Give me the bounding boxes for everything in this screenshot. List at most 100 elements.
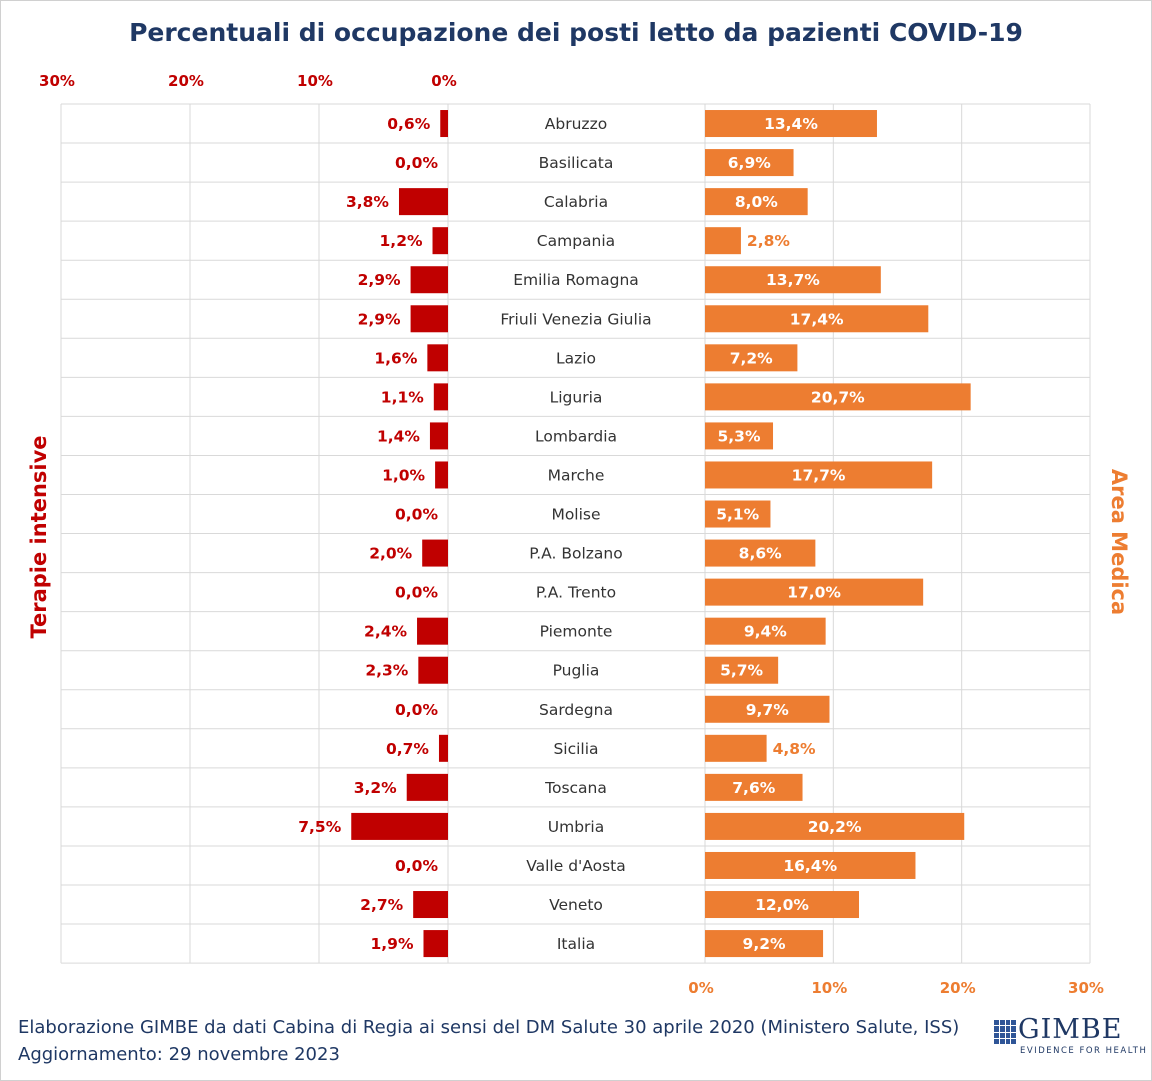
right-data-label: 9,2%: [743, 935, 786, 953]
category-label: Marche: [548, 466, 605, 484]
right-data-label: 8,0%: [735, 193, 778, 211]
right-series-name: Area Medica: [1107, 469, 1131, 615]
right-bar: [705, 305, 929, 333]
right-data-label: 20,2%: [808, 818, 862, 836]
left-data-label: 3,8%: [346, 193, 389, 211]
left-data-label: 0,0%: [395, 154, 438, 172]
left-bar: [398, 188, 448, 216]
left-bar: [427, 344, 448, 372]
left-axis-tick-label: 20%: [168, 72, 204, 90]
category-label: Italia: [557, 935, 595, 953]
left-data-label: 1,0%: [382, 466, 425, 484]
right-bar: [705, 422, 774, 450]
left-axis-tick-label: 10%: [297, 72, 333, 90]
right-bar: [705, 930, 824, 958]
right-bar: [705, 695, 830, 723]
right-bar: [705, 227, 741, 255]
category-label: Valle d'Aosta: [526, 857, 626, 875]
category-label: Friuli Venezia Giulia: [500, 310, 651, 328]
category-label: Calabria: [544, 193, 608, 211]
right-bar: [705, 188, 808, 216]
left-bar: [413, 891, 448, 919]
left-bar: [422, 539, 448, 567]
right-axis-tick-label: 30%: [1068, 979, 1104, 997]
right-data-label: 17,7%: [792, 466, 846, 484]
left-data-label: 0,7%: [386, 740, 429, 758]
category-label: Lombardia: [535, 427, 617, 445]
right-bar: [705, 891, 859, 919]
logo-tagline: EVIDENCE FOR HEALTH: [1020, 1046, 1148, 1056]
right-data-label: 12,0%: [755, 896, 809, 914]
right-axis-tick-label: 0%: [688, 979, 713, 997]
left-bar: [410, 305, 448, 333]
left-data-label: 1,2%: [380, 232, 423, 250]
right-data-label: 16,4%: [783, 857, 837, 875]
left-data-label: 1,6%: [374, 349, 417, 367]
left-bar: [438, 734, 448, 762]
right-data-label: 17,4%: [790, 310, 844, 328]
left-data-label: 0,0%: [395, 701, 438, 719]
left-bar: [351, 812, 448, 840]
left-data-label: 2,9%: [358, 310, 401, 328]
axes: 30% 20% 10% 0% 0% 10% 20% 30%: [39, 72, 1104, 997]
right-bar: [705, 656, 779, 684]
right-bar: [705, 578, 924, 606]
category-label: Lazio: [556, 349, 596, 367]
right-data-label: 13,4%: [764, 115, 818, 133]
left-data-label: 2,7%: [360, 896, 403, 914]
left-data-label: 1,4%: [377, 427, 420, 445]
category-label: Piemonte: [540, 623, 613, 641]
right-data-label: 6,9%: [728, 154, 771, 172]
right-bar: [705, 773, 803, 801]
right-bar: [705, 539, 816, 567]
chart-title: Percentuali di occupazione dei posti let…: [129, 18, 1023, 47]
category-label: Basilicata: [539, 154, 614, 172]
left-axis-tick-label: 0%: [431, 72, 456, 90]
right-data-label: 9,4%: [744, 623, 787, 641]
right-bar: [705, 149, 794, 177]
left-data-label: 2,3%: [365, 662, 408, 680]
footer-source: Elaborazione GIMBE da dati Cabina di Reg…: [18, 1017, 960, 1038]
category-label: Sardegna: [539, 701, 613, 719]
right-data-label: 5,1%: [716, 506, 759, 524]
logo-name: GIMBE: [1018, 1014, 1123, 1045]
left-data-label: 2,0%: [369, 545, 412, 563]
left-bar: [423, 930, 448, 958]
category-label: Toscana: [544, 779, 607, 797]
left-series-name: Terapie intensive: [27, 435, 51, 638]
category-label: Emilia Romagna: [513, 271, 639, 289]
left-bar: [433, 383, 448, 411]
category-label: Puglia: [553, 662, 600, 680]
grid: [60, 103, 1091, 964]
right-data-label: 17,0%: [787, 584, 841, 602]
left-data-label: 2,9%: [358, 271, 401, 289]
left-bar: [418, 656, 448, 684]
left-data-label: 0,0%: [395, 857, 438, 875]
left-data-label: 3,2%: [354, 779, 397, 797]
right-bar: [705, 266, 881, 294]
category-label: Campania: [537, 232, 615, 250]
right-data-label: 20,7%: [811, 388, 865, 406]
right-data-label: 5,7%: [720, 662, 763, 680]
gimbe-logo: GIMBE EVIDENCE FOR HEALTH: [992, 1014, 1146, 1060]
left-data-label: 0,6%: [387, 115, 430, 133]
right-data-label: 2,8%: [747, 232, 790, 250]
bars: [351, 110, 971, 958]
right-bar: [705, 110, 877, 138]
left-data-label: 1,9%: [370, 935, 413, 953]
left-bar: [417, 617, 448, 645]
left-bar: [435, 461, 448, 489]
category-label: P.A. Bolzano: [529, 545, 622, 563]
left-data-label: 7,5%: [298, 818, 341, 836]
left-data-label: 0,0%: [395, 584, 438, 602]
right-data-label: 7,6%: [732, 779, 775, 797]
left-bar: [406, 773, 448, 801]
left-bar: [410, 266, 448, 294]
butterfly-chart: 30% 20% 10% 0% 0% 10% 20% 30% Abruzzo 0,6% 13,4% B…: [27, 72, 1131, 997]
right-data-label: 13,7%: [766, 271, 820, 289]
left-data-label: 2,4%: [364, 623, 407, 641]
footer-update: Aggiornamento: 29 novembre 2023: [18, 1044, 340, 1065]
category-label: Umbria: [548, 818, 604, 836]
right-bar: [705, 617, 826, 645]
left-data-label: 1,1%: [381, 388, 424, 406]
